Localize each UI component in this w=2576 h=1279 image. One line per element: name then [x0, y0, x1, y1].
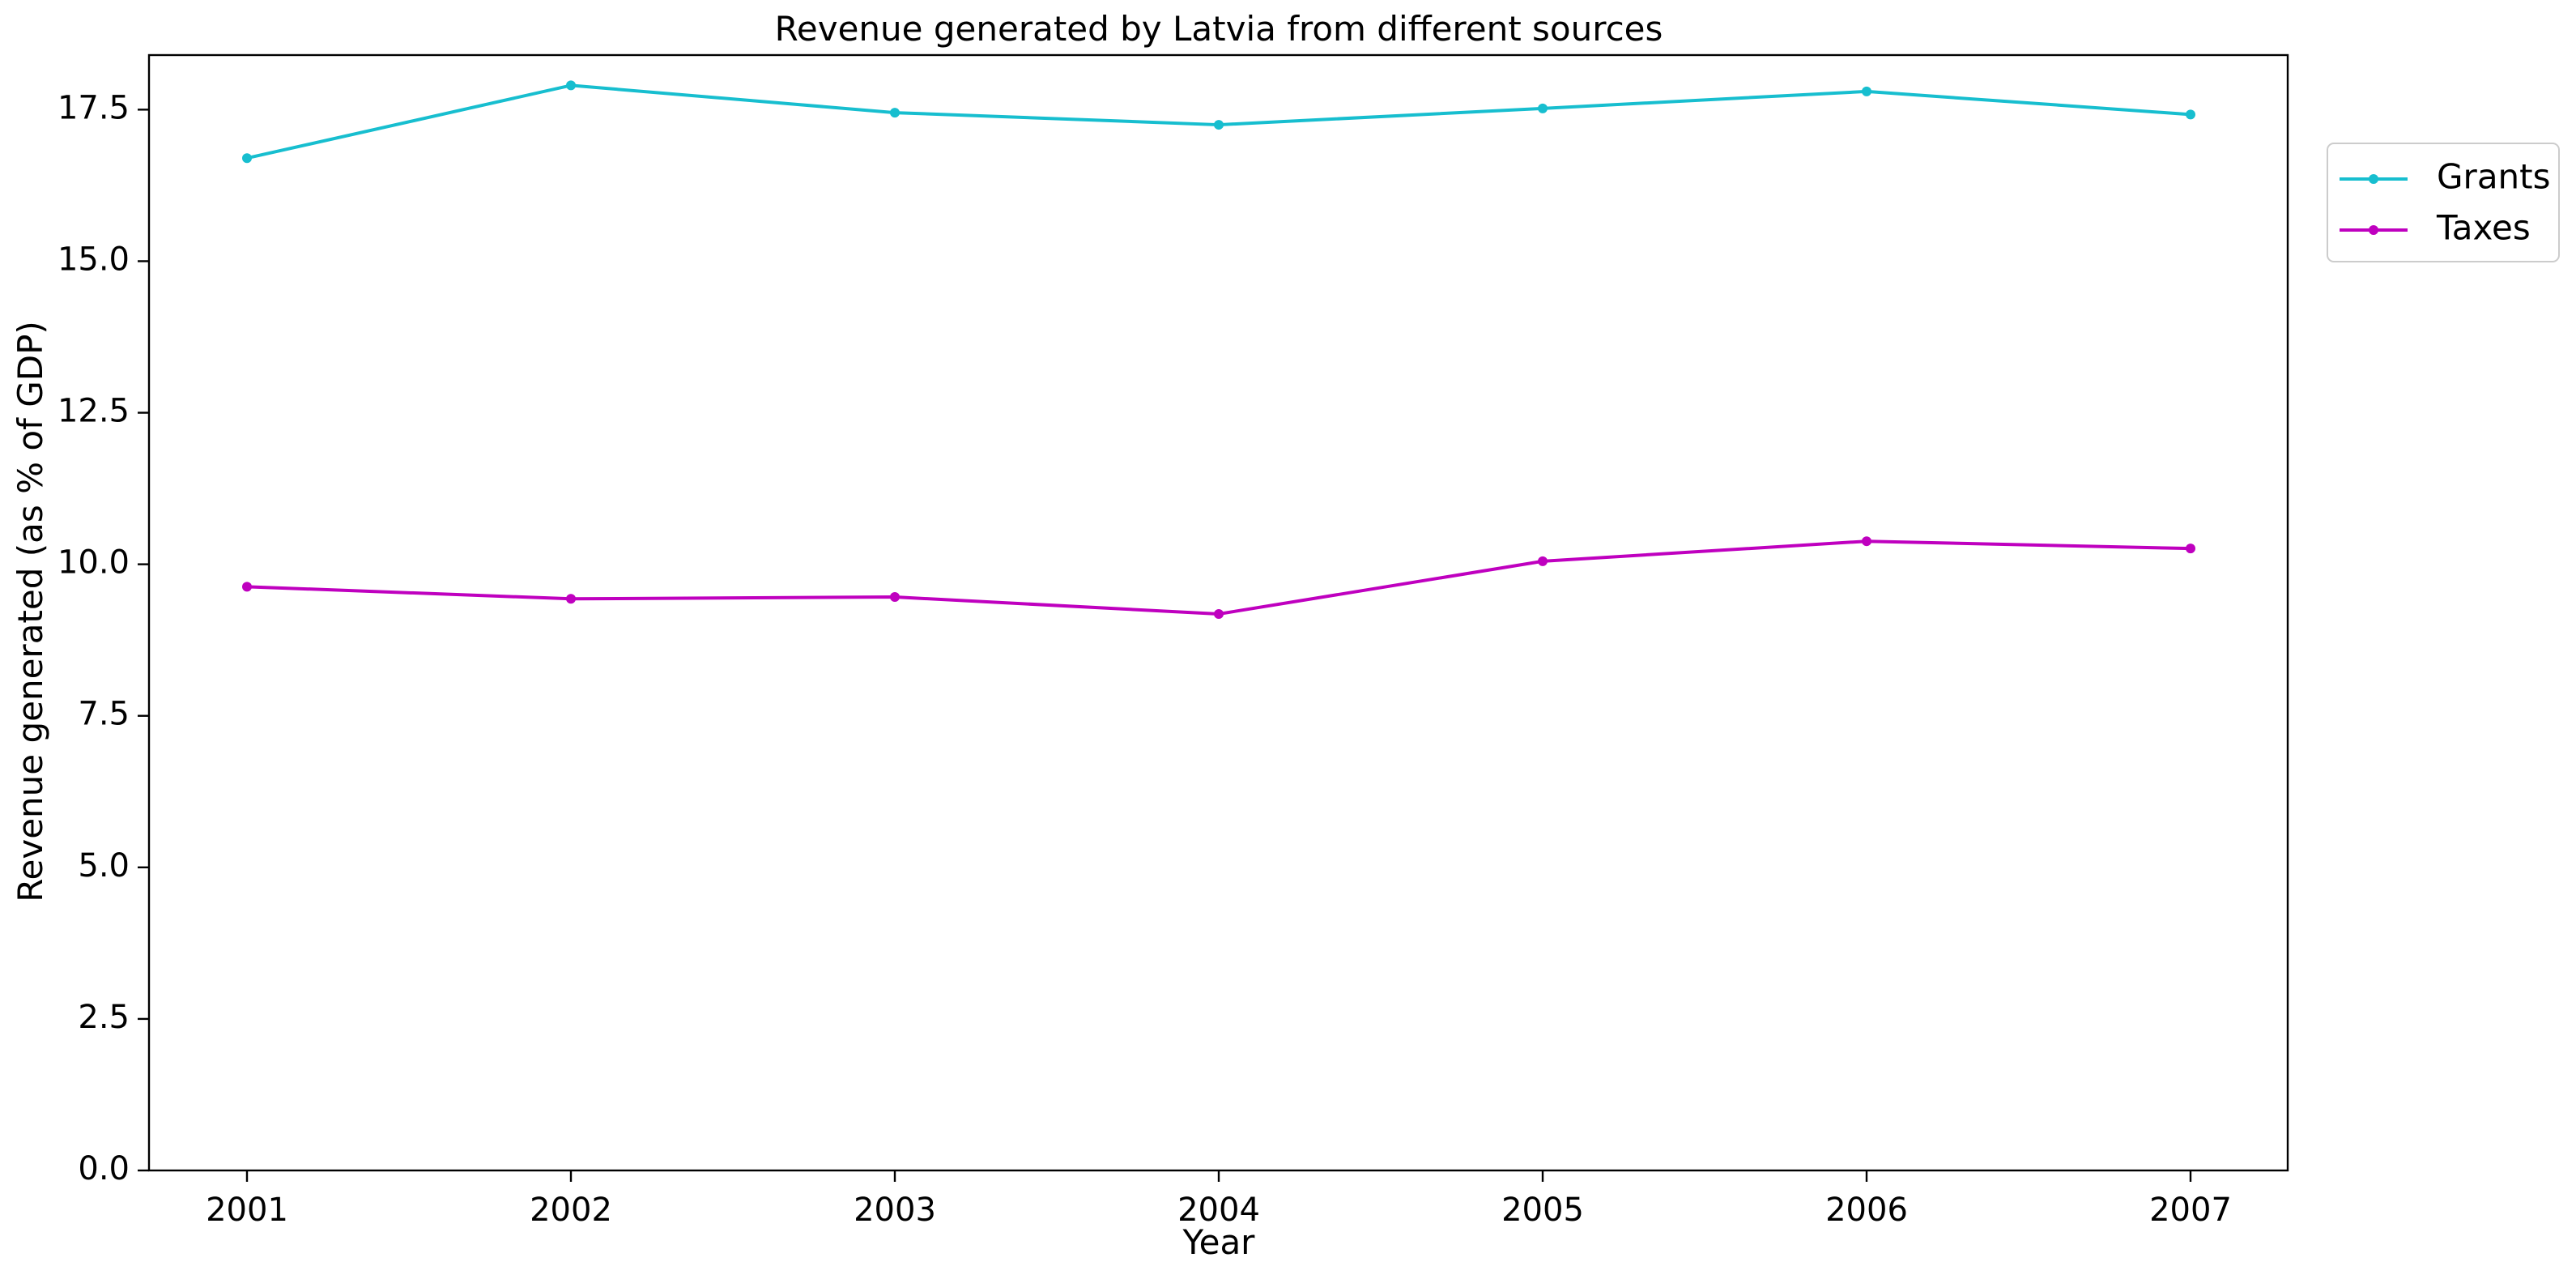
legend-label: Grants [2437, 157, 2551, 197]
y-tick-label: 10.0 [57, 544, 130, 582]
legend-items: Grants Taxes [2340, 157, 2551, 248]
grants-point-2001 [242, 153, 252, 164]
y-tick-label: 0.0 [78, 1150, 130, 1187]
x-tick-label: 2003 [854, 1192, 936, 1229]
grants-point-2003 [890, 108, 900, 118]
taxes-series [242, 536, 2195, 619]
taxes-point-2006 [1862, 536, 1871, 547]
y-tick-label: 7.5 [78, 696, 130, 733]
grants-series [242, 80, 2195, 164]
taxes-point-2003 [890, 592, 900, 603]
grants-point-2005 [1538, 103, 1548, 113]
x-tick-label: 2004 [1177, 1192, 1260, 1229]
taxes-point-2005 [1538, 556, 1548, 566]
series-layer [242, 80, 2195, 619]
chart-title: Revenue generated by Latvia from differe… [775, 9, 1663, 49]
taxes-point-2002 [566, 594, 576, 604]
y-axis: 0.0 2.5 5.0 7.5 10.0 12.5 15.0 17.5 [57, 89, 149, 1187]
y-tick-label: 17.5 [57, 89, 130, 126]
grants-point-2006 [1862, 86, 1871, 96]
x-axis-title: Year [1182, 1222, 1256, 1262]
grants-point-2007 [2186, 109, 2195, 120]
taxes-point-2004 [1214, 608, 1224, 619]
legend-item-taxes: Taxes [2340, 208, 2531, 248]
grants-point-2004 [1214, 120, 1224, 130]
grants-point-2002 [566, 80, 576, 91]
y-tick-label: 12.5 [57, 393, 130, 430]
legend-label: Taxes [2436, 208, 2531, 248]
y-axis-title: Revenue generated (as % of GDP) [11, 321, 50, 902]
x-tick-label: 2007 [2149, 1192, 2232, 1229]
taxes-point-2007 [2186, 544, 2195, 554]
legend: Grants Taxes [2327, 143, 2560, 262]
legend-box [2327, 143, 2560, 262]
x-tick-label: 2006 [1825, 1192, 1908, 1229]
x-tick-label: 2001 [206, 1192, 288, 1229]
y-tick-label: 2.5 [78, 999, 130, 1036]
legend-item-grants: Grants [2340, 157, 2551, 197]
x-tick-label: 2005 [1501, 1192, 1584, 1229]
x-tick-label: 2002 [530, 1192, 612, 1229]
legend-swatch-marker [2369, 174, 2378, 184]
legend-swatch-marker [2369, 225, 2378, 235]
y-tick-label: 5.0 [78, 847, 130, 885]
taxes-point-2001 [242, 582, 252, 592]
x-axis: 2001 2002 2003 2004 2005 2006 2007 [206, 1170, 2232, 1229]
y-tick-label: 15.0 [57, 241, 130, 278]
